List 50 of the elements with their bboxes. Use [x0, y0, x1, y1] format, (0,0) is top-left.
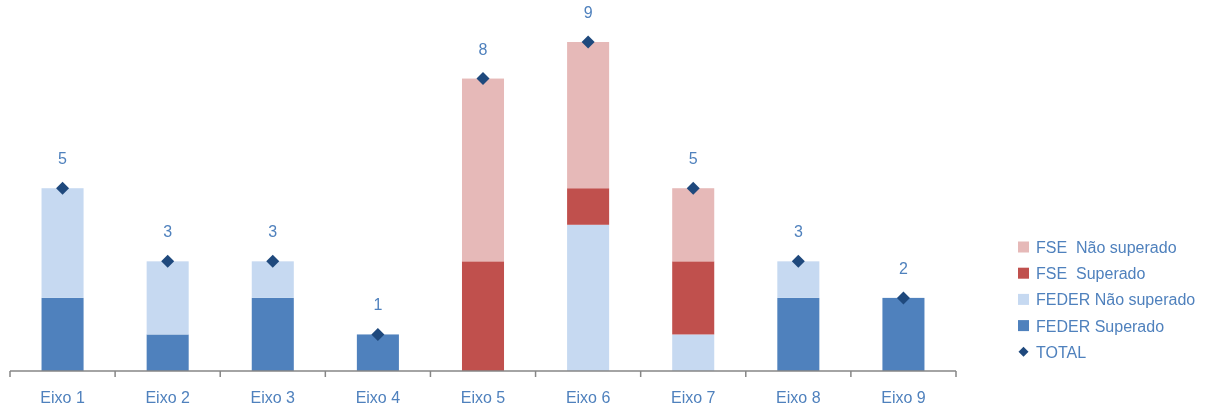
- point: [476, 72, 490, 86]
- x-tick-label: Eixo 1: [40, 389, 85, 406]
- data-label: 8: [478, 40, 488, 58]
- point: [266, 254, 280, 268]
- point: [371, 327, 385, 341]
- bar: [251, 261, 294, 298]
- data-label: 1: [373, 296, 383, 314]
- x-tick-label: Eixo 4: [355, 389, 401, 406]
- point: [161, 254, 175, 268]
- point: [791, 254, 805, 268]
- x-tick-label: Eixo 2: [145, 389, 190, 406]
- point: [686, 181, 700, 195]
- data-label: 5: [688, 150, 698, 168]
- data-label: 5: [58, 150, 68, 168]
- bar: [567, 42, 610, 189]
- bar: [146, 261, 189, 335]
- legend-label: FSE Não superado: [1036, 239, 1177, 256]
- point: [56, 181, 70, 195]
- data-label: 3: [268, 223, 278, 241]
- point: [581, 35, 595, 49]
- data-label: 2: [898, 259, 908, 277]
- bar: [777, 261, 820, 298]
- point: [896, 291, 910, 305]
- data-label: 3: [163, 223, 173, 241]
- bar: [461, 261, 505, 371]
- bar: [41, 188, 84, 298]
- bar: [672, 261, 715, 335]
- bar: [777, 297, 820, 371]
- bar: [251, 297, 294, 371]
- bar: [567, 224, 610, 371]
- bar: [356, 334, 399, 371]
- bar: [672, 188, 715, 262]
- legend-label: TOTAL: [1036, 343, 1087, 361]
- legend-label: FEDER Não superado: [1036, 291, 1196, 309]
- bar: [882, 297, 925, 371]
- x-tick-label: Eixo 3: [250, 389, 296, 406]
- x-tick-label: Eixo 9: [881, 389, 926, 406]
- bar: [41, 297, 84, 371]
- x-tick-label: Eixo 5: [460, 389, 506, 406]
- bar: [567, 188, 610, 225]
- data-label: 9: [583, 4, 593, 21]
- bar: [672, 334, 715, 371]
- x-tick-label: Eixo 6: [565, 389, 611, 406]
- bar: [146, 334, 189, 371]
- bar: [461, 78, 505, 262]
- legend-label: FSE Superado: [1036, 265, 1146, 283]
- x-tick-label: Eixo 8: [776, 389, 821, 406]
- legend-label: FEDER Superado: [1036, 317, 1165, 335]
- x-tick-label: Eixo 7: [670, 389, 716, 406]
- data-label: 3: [793, 223, 803, 241]
